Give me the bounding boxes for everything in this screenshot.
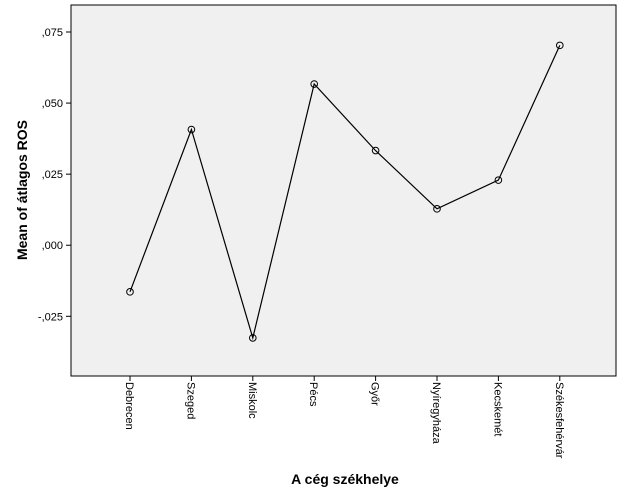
data-point-4 [371,146,380,155]
y-tick-label: ,000 [42,240,63,252]
data-point-3 [310,80,319,88]
x-tick-label: Nyíregyháza [430,382,442,445]
data-points [126,41,564,342]
x-tick-label: Győr [369,382,381,406]
y-axis-title: Mean of átlagos ROS [14,120,30,260]
y-axis: -,025 ,000 ,025 ,050 ,075 [38,27,71,323]
y-tick-label: ,075 [42,27,63,39]
data-point-0 [126,288,134,296]
x-tick-label: Debrecen [123,382,135,430]
x-axis-title: A cég székhelye [291,471,399,487]
series-line [129,45,561,341]
data-point-5 [433,205,441,213]
x-tick-label: Pécs [307,382,319,407]
x-axis: Debrecen Szeged Miskolc Pécs Győr Nyíregyháza… [123,376,565,459]
data-point-1 [187,125,196,134]
y-tick-label: ,025 [42,169,63,181]
data-point-6 [494,176,503,184]
data-point-7 [556,41,564,50]
plot-area [70,4,617,377]
x-tick-label: Kecskemét [491,382,503,436]
y-tick-label: -,025 [38,311,63,323]
x-tick-label: Miskolc [246,382,258,419]
y-tick-label: ,050 [42,98,63,110]
data-point-2 [249,334,257,342]
x-tick-label: Székesfehérvár [553,382,565,459]
x-tick-label: Szeged [184,382,196,419]
